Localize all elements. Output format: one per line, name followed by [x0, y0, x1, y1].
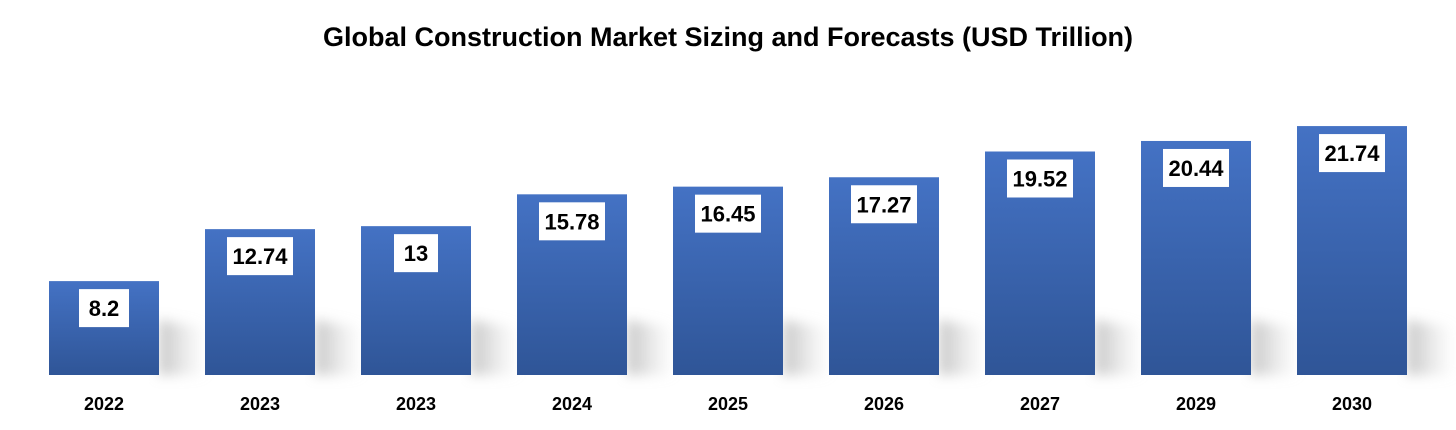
data-label-box	[1007, 159, 1073, 198]
bar-shadow	[1095, 320, 1143, 375]
data-label-box	[1319, 134, 1385, 173]
x-tick-label: 2025	[708, 394, 748, 414]
data-label-box	[394, 234, 438, 273]
data-label: 13	[404, 241, 428, 266]
x-tick-label: 2029	[1176, 394, 1216, 414]
data-label: 12.74	[232, 244, 288, 269]
bar-shadow	[783, 320, 831, 375]
x-tick-label: 2027	[1020, 394, 1060, 414]
bar-shadow	[1251, 320, 1299, 375]
data-label-box	[79, 289, 129, 328]
data-label-box	[1163, 148, 1229, 187]
bar-shadows	[159, 320, 1455, 375]
x-tick-label: 2024	[552, 394, 592, 414]
bar-shadow	[939, 320, 987, 375]
bar-shadow	[627, 320, 675, 375]
data-label-box	[851, 185, 917, 224]
data-label-box	[227, 237, 293, 276]
data-label: 17.27	[856, 192, 911, 217]
data-label-box	[539, 202, 605, 241]
x-axis-tick-labels: 2022 2023 2023 2024 2025 2026 2027 2029 2030	[84, 394, 1372, 414]
bar-shadow	[159, 320, 207, 375]
data-label: 19.52	[1012, 166, 1067, 191]
bar-shadow	[1407, 320, 1455, 375]
bar-shadow	[471, 320, 519, 375]
bars	[49, 126, 1407, 376]
x-tick-label: 2023	[396, 394, 436, 414]
bar-shadow	[315, 320, 363, 375]
data-label: 16.45	[700, 202, 755, 227]
x-tick-label: 2022	[84, 394, 124, 414]
data-label: 8.2	[89, 296, 120, 321]
data-label: 15.78	[544, 209, 599, 234]
data-label-box	[695, 194, 761, 233]
x-tick-label: 2023	[240, 394, 280, 414]
data-labels: 8.2 12.74 13 15.78 16.45 17.27 19.52 20.44 21.74	[79, 134, 1385, 328]
data-label: 20.44	[1168, 156, 1224, 181]
data-label: 21.74	[1324, 141, 1380, 166]
chart-title: Global Construction Market Sizing and Fo…	[322, 22, 1134, 52]
x-tick-label: 2026	[864, 394, 904, 414]
x-tick-label: 2030	[1332, 394, 1372, 414]
